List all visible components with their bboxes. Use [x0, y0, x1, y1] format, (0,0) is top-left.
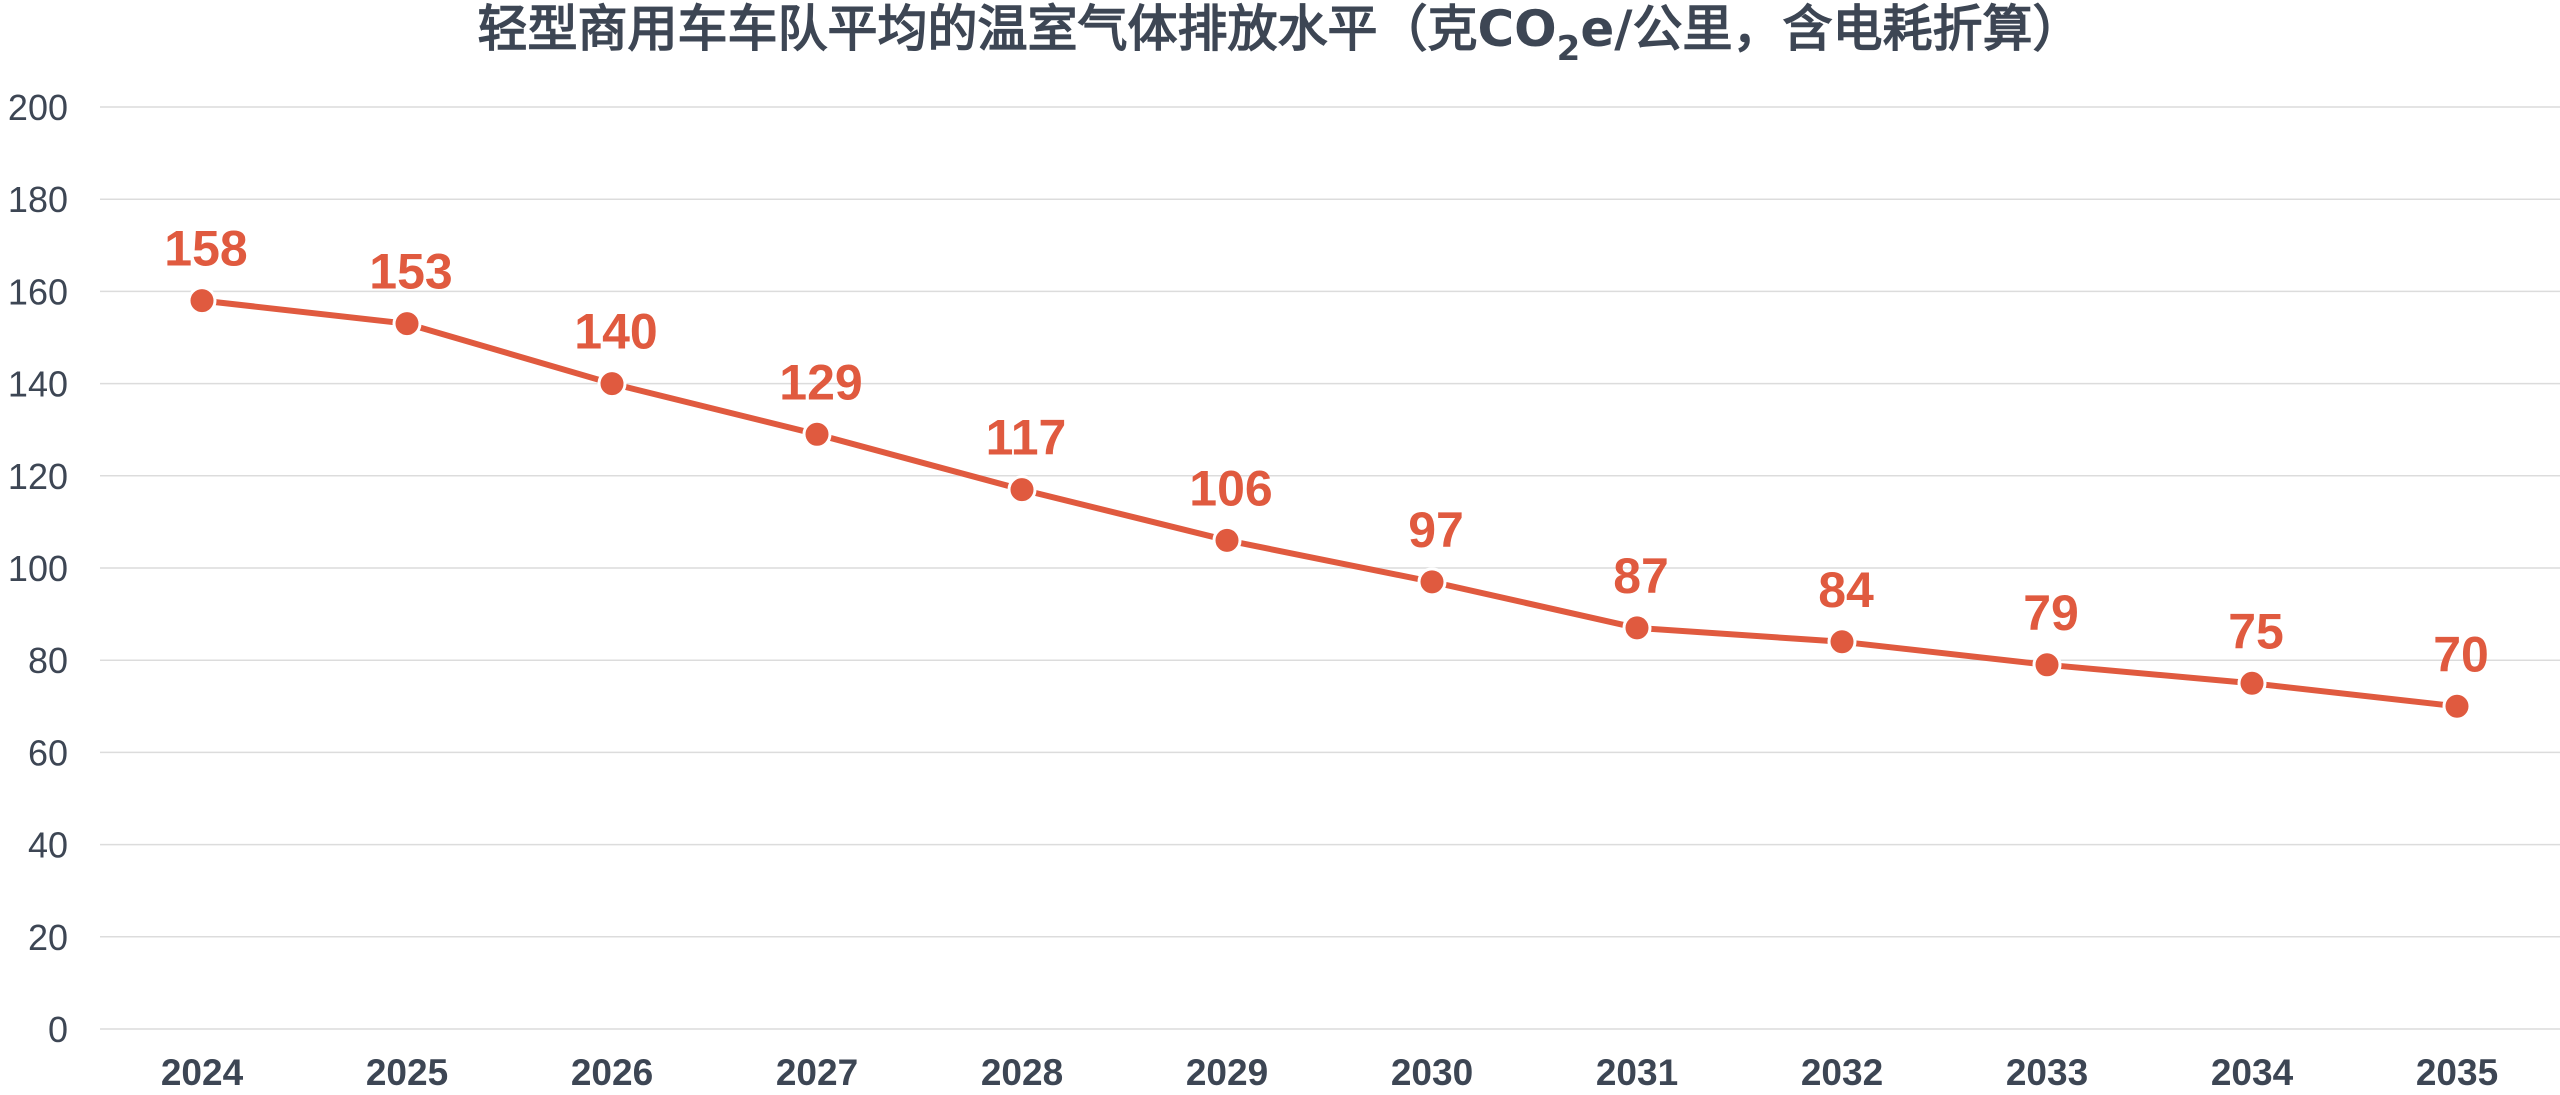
data-point: [187, 286, 217, 316]
data-point: [1212, 525, 1242, 555]
data-label: 158: [164, 221, 247, 277]
data-label: 84: [1818, 562, 1874, 618]
x-tick-label: 2027: [776, 1052, 858, 1093]
x-tick-label: 2025: [366, 1052, 448, 1093]
data-label: 70: [2433, 626, 2489, 682]
chart-title-main: 轻型商用车车队平均的温室气体排放水平（克CO: [477, 0, 1556, 58]
x-tick-label: 2034: [2211, 1052, 2294, 1093]
data-point: [2442, 691, 2472, 721]
y-tick-label: 120: [8, 456, 68, 497]
y-tick-label: 160: [8, 271, 68, 312]
x-tick-label: 2028: [981, 1052, 1063, 1093]
data-point: [802, 419, 832, 449]
data-point: [392, 309, 422, 339]
y-tick-label: 40: [28, 825, 68, 866]
data-label: 140: [574, 304, 657, 360]
y-tick-label: 140: [8, 364, 68, 405]
data-label: 75: [2228, 603, 2284, 659]
data-label: 106: [1189, 460, 1272, 516]
x-tick-label: 2024: [161, 1052, 244, 1093]
x-axis-ticks: 2024 2025 2026 2027 2028 2029 2030 2031 2032 2033…: [161, 1052, 2498, 1093]
series: 158 153 140 129 117 106 97 87 84 79 75 70: [164, 221, 2489, 721]
chart-title: 轻型商用车车队平均的温室气体排放水平（克CO2e/公里，含电耗折算）: [477, 0, 2082, 69]
x-tick-label: 2031: [1596, 1052, 1678, 1093]
x-tick-label: 2030: [1391, 1052, 1473, 1093]
x-tick-label: 2026: [571, 1052, 653, 1093]
y-tick-label: 200: [8, 87, 68, 128]
y-axis-ticks: 0 20 40 60 80 100 120 140 160 180 200: [8, 87, 68, 1050]
data-point: [1417, 567, 1447, 597]
chart-title-subscript: 2: [1557, 29, 1581, 69]
data-point: [1622, 613, 1652, 643]
x-tick-label: 2029: [1186, 1052, 1268, 1093]
data-point: [2237, 668, 2267, 698]
data-label: 129: [779, 354, 862, 410]
y-tick-label: 180: [8, 179, 68, 220]
chart-title-tail: e/公里，含电耗折算）: [1580, 0, 2082, 58]
data-point: [597, 369, 627, 399]
data-label: 153: [369, 244, 452, 300]
gridlines: [100, 106, 2560, 1030]
data-point: [2032, 650, 2062, 680]
data-point: [1827, 627, 1857, 657]
y-tick-label: 100: [8, 548, 68, 589]
x-tick-label: 2035: [2416, 1052, 2498, 1093]
data-label: 97: [1408, 502, 1464, 558]
y-tick-label: 0: [48, 1009, 68, 1050]
data-label: 87: [1613, 548, 1669, 604]
data-point: [1007, 475, 1037, 505]
y-tick-label: 80: [28, 640, 68, 681]
x-tick-label: 2032: [1801, 1052, 1883, 1093]
data-label: 79: [2023, 585, 2079, 641]
x-tick-label: 2033: [2006, 1052, 2088, 1093]
y-tick-label: 60: [28, 732, 68, 773]
series-line: [199, 297, 2460, 710]
y-tick-label: 20: [28, 917, 68, 958]
data-label: 117: [986, 410, 1067, 466]
